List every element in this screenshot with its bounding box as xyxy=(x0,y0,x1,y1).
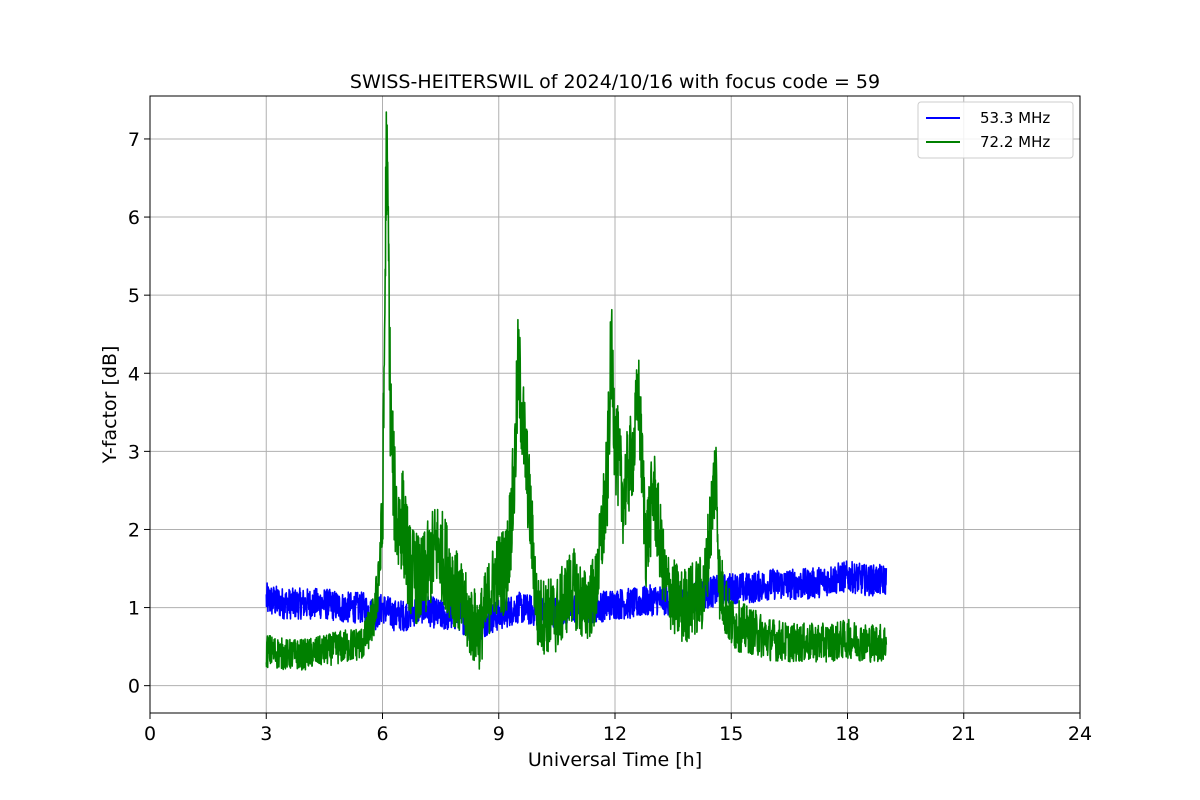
legend-label: 72.2 MHz xyxy=(980,133,1050,151)
y-axis-label: Y-factor [dB] xyxy=(99,346,121,465)
y-tick-label: 3 xyxy=(128,441,140,463)
x-tick-label: 18 xyxy=(835,723,859,745)
x-tick-label: 15 xyxy=(719,723,743,745)
x-tick-label: 3 xyxy=(260,723,272,745)
y-tick-label: 5 xyxy=(128,285,140,307)
plot-series xyxy=(265,111,888,671)
x-tick-label: 12 xyxy=(603,723,627,745)
y-tick-label: 4 xyxy=(128,363,140,385)
series-line-72-2-mhz xyxy=(265,111,888,671)
chart-title: SWISS-HEITERSWIL of 2024/10/16 with focu… xyxy=(350,71,880,93)
y-tick-label: 0 xyxy=(128,676,140,698)
y-tick-label: 6 xyxy=(128,207,140,229)
legend: 53.3 MHz 72.2 MHz xyxy=(917,101,1074,159)
legend-label: 53.3 MHz xyxy=(980,109,1050,127)
x-tick-label: 24 xyxy=(1068,723,1092,745)
y-tick-label: 7 xyxy=(128,129,140,151)
x-axis-label: Universal Time [h] xyxy=(528,749,702,771)
x-tick-label: 9 xyxy=(493,723,505,745)
y-tick-label: 1 xyxy=(128,598,140,620)
legend-box xyxy=(917,101,1074,159)
x-tick-label: 6 xyxy=(376,723,388,745)
x-tick-label: 21 xyxy=(952,723,976,745)
x-tick-label: 0 xyxy=(144,723,156,745)
y-tick-label: 2 xyxy=(128,519,140,541)
